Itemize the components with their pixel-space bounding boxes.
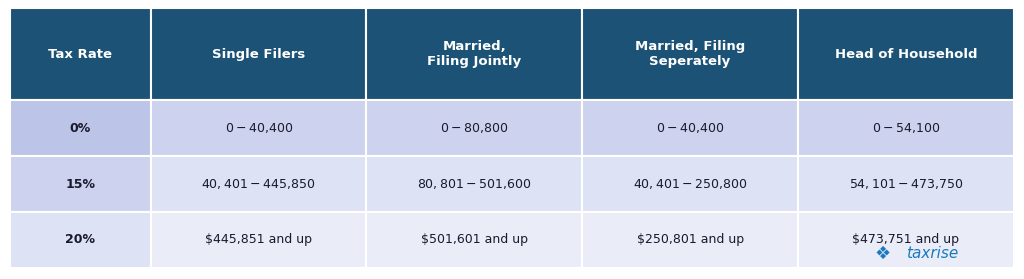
Text: 20%: 20% — [66, 234, 95, 246]
Text: Married,
Filing Jointly: Married, Filing Jointly — [427, 40, 521, 68]
Text: $0 - $80,800: $0 - $80,800 — [440, 121, 509, 135]
Text: Tax Rate: Tax Rate — [48, 48, 113, 61]
Bar — [151, 156, 367, 212]
Bar — [583, 212, 798, 268]
Text: 15%: 15% — [66, 178, 95, 191]
Bar — [798, 100, 1014, 156]
Bar — [367, 156, 583, 212]
Bar — [367, 212, 583, 268]
Text: $501,601 and up: $501,601 and up — [421, 234, 527, 246]
Text: Head of Household: Head of Household — [835, 48, 977, 61]
Bar — [151, 8, 367, 100]
Text: 0%: 0% — [70, 122, 91, 135]
Bar — [798, 8, 1014, 100]
Text: taxrise: taxrise — [906, 246, 958, 261]
Text: $80,801 - $501,600: $80,801 - $501,600 — [417, 177, 531, 191]
Bar — [583, 156, 798, 212]
Text: $0 - $54,100: $0 - $54,100 — [871, 121, 940, 135]
Bar — [798, 212, 1014, 268]
Text: ❖: ❖ — [874, 245, 891, 263]
Bar — [367, 8, 583, 100]
Bar — [583, 100, 798, 156]
Text: Married, Filing
Seperately: Married, Filing Seperately — [635, 40, 745, 68]
Bar — [798, 156, 1014, 212]
Bar — [367, 100, 583, 156]
Text: $40,401 - $445,850: $40,401 - $445,850 — [202, 177, 315, 191]
Bar — [151, 212, 367, 268]
Bar — [151, 100, 367, 156]
Text: $40,401 - $250,800: $40,401 - $250,800 — [633, 177, 748, 191]
Bar — [10, 8, 151, 100]
Text: $54,101 - $473,750: $54,101 - $473,750 — [849, 177, 963, 191]
Text: $250,801 and up: $250,801 and up — [637, 234, 743, 246]
Text: $473,751 and up: $473,751 and up — [852, 234, 959, 246]
Text: $445,851 and up: $445,851 and up — [205, 234, 312, 246]
Bar — [10, 212, 151, 268]
Bar — [10, 156, 151, 212]
Text: $0 - $40,400: $0 - $40,400 — [656, 121, 724, 135]
Bar — [10, 100, 151, 156]
Text: Single Filers: Single Filers — [212, 48, 305, 61]
Text: $0 - $40,400: $0 - $40,400 — [224, 121, 293, 135]
Bar — [583, 8, 798, 100]
